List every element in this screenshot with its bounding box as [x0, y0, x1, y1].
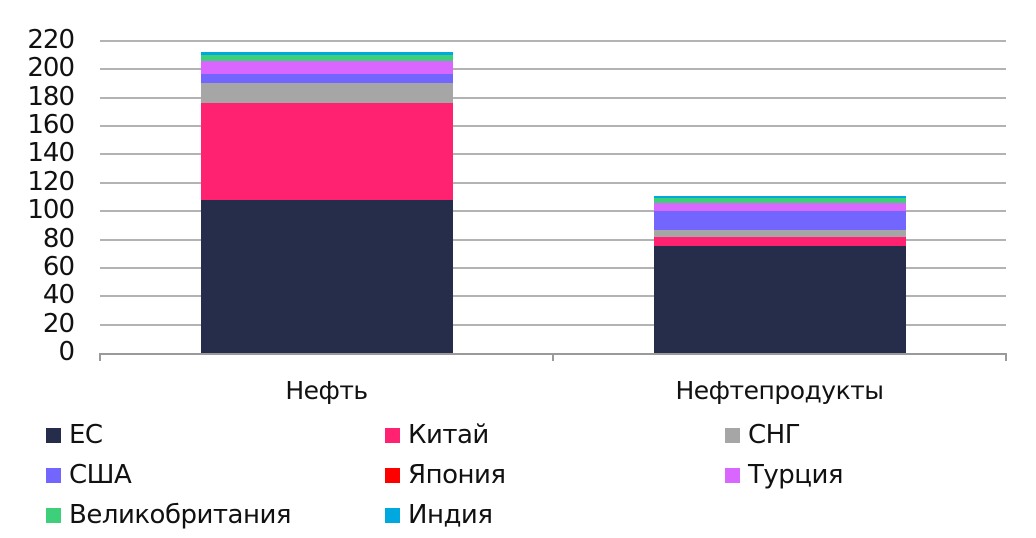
- bar-segment: [200, 55, 453, 61]
- y-tick-label: 120: [27, 166, 75, 197]
- gridline: [100, 125, 1006, 128]
- legend-label: СНГ: [748, 420, 801, 450]
- bar-segment: [653, 236, 906, 246]
- legend-swatch-icon: [385, 507, 400, 523]
- legend-item: США: [46, 460, 132, 490]
- bar-segment: [200, 60, 453, 74]
- y-tick-label: 180: [27, 81, 75, 112]
- y-tick-label: 160: [27, 110, 75, 141]
- bar-segment: [653, 245, 906, 353]
- bar-stack: [200, 52, 453, 353]
- legend-swatch-icon: [385, 467, 400, 483]
- y-tick-label: 80: [42, 223, 75, 254]
- legend-swatch-icon: [385, 427, 400, 443]
- y-tick-label: 100: [27, 195, 75, 226]
- y-tick-label: 20: [42, 308, 75, 339]
- legend-item: Индия: [385, 500, 493, 530]
- bar-segment: [200, 52, 453, 56]
- y-tick-label: 40: [42, 280, 75, 311]
- bar-segment: [653, 202, 906, 212]
- legend-label: Турция: [748, 460, 844, 490]
- y-tick-label: 220: [27, 25, 75, 55]
- gridline: [100, 40, 1006, 42]
- gridline: [100, 68, 1006, 71]
- gridline: [100, 153, 1006, 156]
- bar-segment: [653, 211, 906, 231]
- gridline: [100, 266, 1006, 269]
- bar-segment: [200, 82, 453, 103]
- legend-item: Япония: [385, 460, 506, 490]
- legend-item: Великобритания: [46, 500, 292, 530]
- legend-item: СНГ: [725, 420, 801, 450]
- axis-line: [552, 353, 554, 361]
- legend-label: Великобритания: [69, 500, 292, 530]
- y-tick-label: 140: [27, 138, 75, 169]
- bar-stack: [653, 196, 906, 353]
- bar-segment: [653, 196, 906, 199]
- gridline: [100, 181, 1006, 184]
- legend-swatch-icon: [46, 467, 61, 483]
- legend-label: Индия: [408, 500, 493, 530]
- legend-item: Турция: [725, 460, 844, 490]
- bar-segment: [200, 199, 453, 353]
- bar-segment: [200, 73, 453, 83]
- gridline: [100, 295, 1006, 298]
- axis-line: [99, 353, 101, 361]
- legend-label: ЕС: [69, 420, 103, 450]
- legend-swatch-icon: [725, 467, 740, 483]
- category-label: Нефть: [285, 376, 368, 405]
- legend-item: Китай: [385, 420, 489, 450]
- legend-swatch-icon: [46, 507, 61, 523]
- bar-segment: [653, 198, 906, 203]
- axis-line: [1005, 353, 1007, 361]
- legend-swatch-icon: [725, 427, 740, 443]
- y-tick-label: 200: [27, 53, 75, 84]
- gridline: [100, 238, 1006, 241]
- legend-label: Япония: [408, 460, 506, 490]
- legend-item: ЕС: [46, 420, 103, 450]
- y-tick-label: 0: [58, 337, 75, 367]
- gridline: [100, 210, 1006, 213]
- category-label: Нефтепродукты: [675, 376, 885, 405]
- legend-swatch-icon: [46, 427, 61, 443]
- y-tick-label: 60: [42, 251, 75, 282]
- legend-label: Китай: [408, 420, 489, 450]
- bar-segment: [200, 102, 453, 200]
- legend-label: США: [69, 460, 132, 490]
- gridline: [100, 323, 1006, 326]
- bar-segment: [653, 230, 906, 237]
- gridline: [100, 96, 1006, 99]
